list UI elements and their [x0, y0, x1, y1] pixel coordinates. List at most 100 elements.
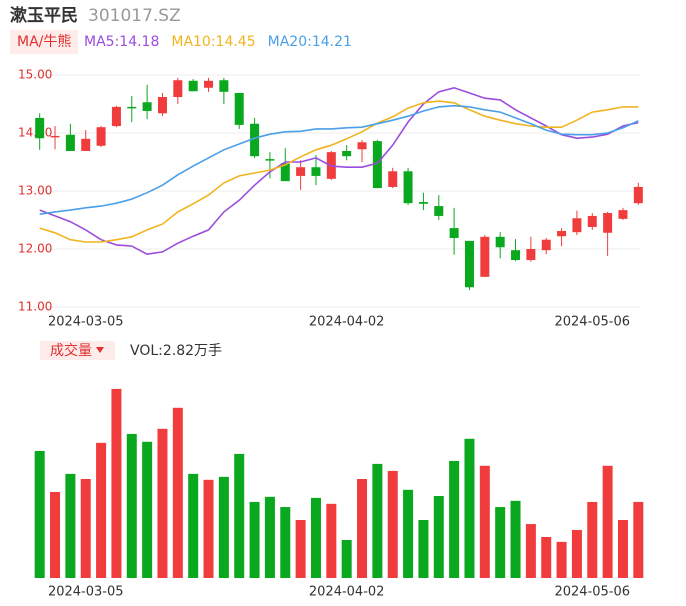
volume-bar: [264, 496, 275, 578]
volume-bar: [387, 470, 398, 578]
volume-title: 成交量: [50, 342, 92, 359]
candle-body: [219, 80, 229, 92]
candle-body: [357, 142, 367, 150]
candle-body: [35, 117, 45, 139]
candle-body: [265, 159, 275, 161]
volume-bar: [403, 489, 414, 578]
volume-bar: [418, 520, 429, 578]
x-tick-label: 2024-04-02: [309, 315, 385, 330]
candle-body: [127, 106, 137, 109]
volume-bar: [525, 524, 536, 578]
volume-bar: [295, 520, 306, 578]
volume-title-bg: [40, 341, 115, 360]
candle-body: [96, 127, 106, 146]
candle-body: [495, 236, 505, 248]
volume-bar: [218, 476, 229, 578]
x-tick-label: 2024-04-02: [309, 585, 385, 600]
y-tick-label: 12.00: [18, 242, 52, 256]
volume-bar: [433, 496, 444, 578]
volume-bar: [372, 463, 383, 578]
candle-body: [464, 240, 474, 288]
candle-body: [480, 236, 490, 277]
x-tick-label: 2024-05-06: [554, 315, 630, 330]
candle-body: [372, 141, 382, 189]
volume-bar: [341, 539, 352, 578]
candle-body: [434, 206, 444, 216]
volume-bar: [310, 497, 321, 578]
volume-bar: [188, 473, 199, 578]
volume-bar: [142, 441, 153, 578]
candle-body: [633, 186, 643, 204]
legend-title-bg: [10, 30, 78, 54]
candle-body: [511, 250, 521, 261]
legend-entry: MA5:14.18: [84, 34, 159, 50]
ma-line: [39, 86, 639, 256]
candle-body: [188, 80, 198, 92]
candle-body: [311, 167, 321, 176]
volume-bar: [126, 433, 137, 578]
volume-bar: [50, 491, 61, 578]
volume-bar: [96, 442, 107, 578]
volume-bar: [249, 501, 260, 578]
x-tick-label: 2024-03-05: [48, 585, 124, 600]
candle-body: [388, 171, 398, 187]
candle-body: [572, 218, 582, 233]
candle-body: [173, 80, 183, 98]
candle-body: [250, 123, 260, 157]
candle-body: [234, 92, 244, 125]
candle-body: [557, 231, 567, 237]
candle-body: [403, 171, 413, 204]
volume-bar: [479, 465, 490, 578]
volume-bar: [495, 507, 506, 578]
candle-body: [111, 106, 121, 127]
y-tick-label: 11.00: [18, 300, 52, 314]
y-tick-label: 13.00: [18, 184, 52, 198]
candle-body: [342, 150, 352, 157]
volume-bar: [172, 407, 183, 578]
candle-body: [603, 213, 613, 233]
candle-body: [65, 134, 75, 151]
volume-bar: [80, 479, 91, 578]
candle-body: [418, 202, 428, 204]
ma-line: [39, 100, 639, 243]
legend-title: MA/牛熊: [17, 34, 71, 50]
volume-bar: [633, 501, 644, 578]
volume-bar: [157, 428, 168, 578]
volume-bar: [571, 529, 582, 578]
legend-entry: MA20:14.21: [268, 34, 352, 50]
volume-bar: [234, 453, 245, 578]
volume-bar: [357, 479, 368, 578]
candle-body: [541, 239, 551, 251]
candle-body: [50, 135, 60, 138]
volume-bar: [65, 473, 76, 578]
volume-bar: [556, 541, 567, 578]
candle-body: [204, 80, 214, 88]
volume-bar: [602, 465, 613, 578]
chart-title: 漱玉平民: [10, 5, 78, 26]
candle-body: [587, 215, 597, 227]
candle-body: [280, 163, 290, 182]
volume-subtitle: VOL:2.82万手: [130, 343, 222, 359]
candle-body: [81, 138, 91, 151]
candle-body: [618, 210, 628, 219]
x-tick-label: 2024-05-06: [554, 585, 630, 600]
legend-entry: MA10:14.45: [171, 34, 255, 50]
volume-bar: [587, 501, 598, 578]
volume-bar: [280, 507, 291, 578]
candle-body: [526, 249, 536, 261]
ma-line: [39, 104, 639, 215]
candle-body: [157, 97, 167, 114]
volume-bar: [203, 479, 214, 578]
volume-bar: [326, 503, 337, 578]
volume-bar: [464, 438, 475, 578]
y-tick-label: 15.00: [18, 68, 52, 82]
volume-bar: [617, 520, 628, 578]
volume-bar: [449, 460, 460, 578]
candle-body: [142, 102, 152, 111]
volume-bar: [541, 537, 552, 578]
volume-bar: [510, 500, 521, 578]
candle-body: [296, 167, 306, 176]
chart-subtitle: 301017.SZ: [88, 6, 181, 26]
volume-bar: [111, 388, 122, 578]
